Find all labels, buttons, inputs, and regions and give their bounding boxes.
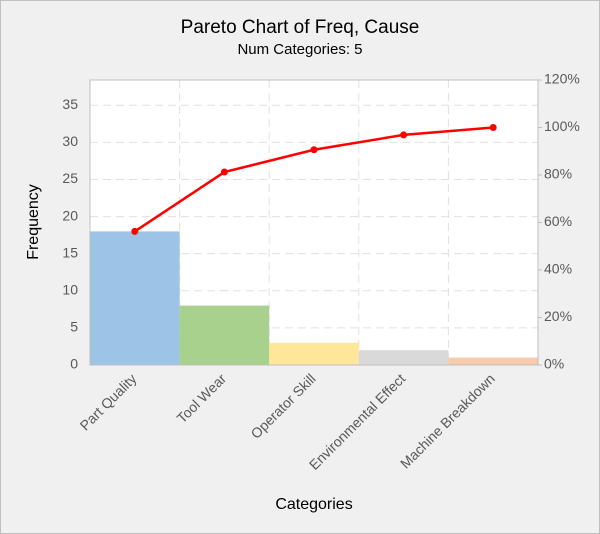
bar — [90, 231, 180, 365]
x-axis-title: Categories — [275, 496, 352, 513]
chart-title: Pareto Chart of Freq, Cause — [181, 17, 420, 38]
line-point — [310, 146, 318, 154]
y2-tick-label: 120% — [544, 71, 580, 87]
bar — [179, 305, 270, 365]
y2-tick-label: 20% — [544, 308, 572, 324]
y2-tick-label: 80% — [544, 166, 572, 182]
y-tick-label: 0 — [70, 356, 78, 372]
line-point — [489, 124, 497, 131]
y-tick-label: 15 — [62, 244, 78, 260]
line-point — [400, 131, 408, 139]
bar — [269, 342, 359, 365]
line-point — [220, 168, 228, 176]
y2-tick-label: 60% — [544, 213, 572, 229]
chart-subtitle: Num Categories: 5 — [237, 41, 362, 58]
y-tick-label: 5 — [70, 319, 78, 335]
bar — [358, 350, 449, 365]
y2-tick-label: 0% — [544, 356, 564, 372]
y2-tick-label: 40% — [544, 261, 572, 277]
y-tick-label: 20 — [62, 207, 78, 223]
y-axis-title: Frequency — [25, 184, 42, 260]
y2-tick-label: 100% — [544, 118, 580, 134]
y-tick-label: 25 — [62, 170, 78, 186]
y-tick-label: 30 — [62, 133, 78, 149]
line-point — [131, 227, 139, 235]
bar — [448, 357, 538, 365]
y-tick-label: 35 — [62, 96, 78, 112]
y-tick-label: 10 — [62, 281, 78, 297]
plot-border — [89, 79, 539, 366]
